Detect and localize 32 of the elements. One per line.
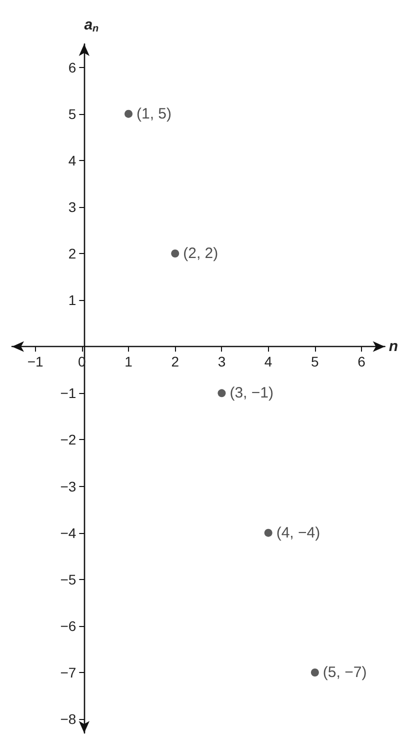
- y-tick-label: −1: [60, 385, 76, 402]
- point: [218, 389, 226, 398]
- annotation: (2, 2): [183, 244, 218, 262]
- x-tick-label: 1: [124, 354, 133, 370]
- y-tick-label: 5: [68, 106, 76, 122]
- annotation: (1, 5): [136, 105, 172, 122]
- x-tick-label: 2: [171, 354, 180, 370]
- y-tick-label: 2: [68, 245, 76, 262]
- y-tick-label: −8: [60, 711, 76, 728]
- x-axis-title: n: [388, 338, 398, 356]
- y-tick-label: 6: [68, 59, 76, 76]
- y-tick-label: 4: [68, 152, 76, 168]
- annotation: (5, −7): [322, 664, 367, 681]
- y-tick-label: 3: [68, 198, 76, 215]
- x-tick-label: 4: [264, 354, 272, 370]
- point: [310, 668, 319, 676]
- y-tick-label: −6: [60, 618, 76, 634]
- annotation: (3, −1): [230, 384, 274, 402]
- y-tick-label: −5: [60, 571, 76, 588]
- point: [124, 110, 133, 118]
- point: [171, 249, 180, 258]
- y-tick-label: −7: [60, 664, 76, 680]
- x-tick-label: 6: [358, 354, 366, 370]
- x-tick-label: −1: [27, 354, 44, 370]
- annotation: (4, −4): [276, 524, 320, 542]
- y-tick-label: −3: [60, 478, 76, 494]
- y-tick-label: 1: [68, 292, 76, 308]
- y-tick-label: −4: [60, 524, 76, 541]
- x-tick-label: 3: [218, 354, 226, 370]
- y-tick-label: −2: [60, 432, 76, 448]
- point: [264, 528, 272, 537]
- x-tick-label: 5: [311, 354, 320, 370]
